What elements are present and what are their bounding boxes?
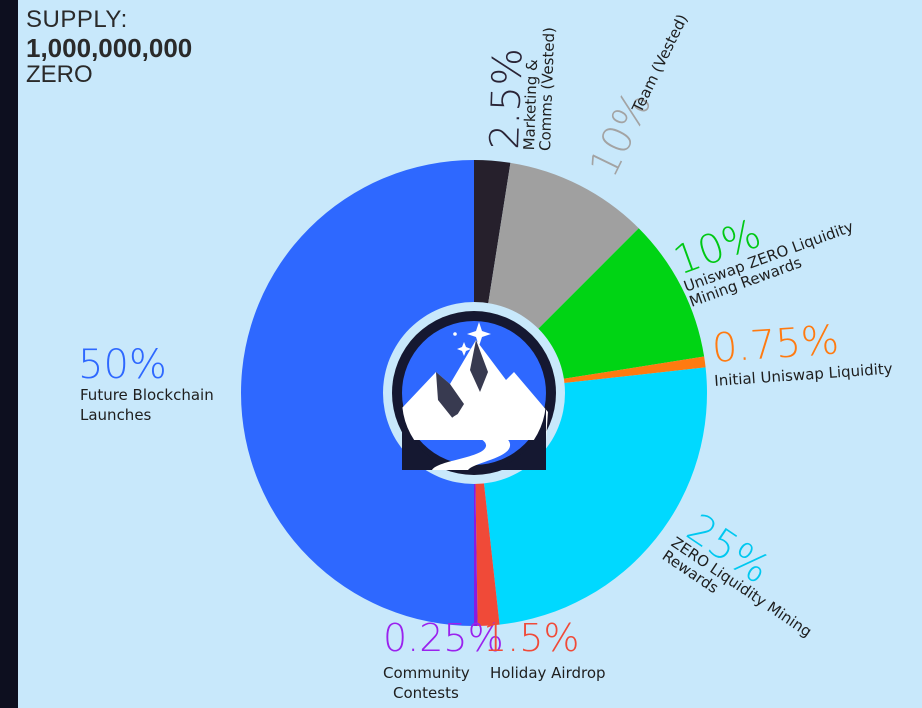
slice-label-airdrop: 1.5% Holiday Airdrop (483, 616, 606, 682)
slice-label-marketing: 2.5% Marketing & Comms (Vested) (482, 27, 558, 151)
slice-label-uniswap-mining: 10% Uniswap ZERO Liquidity Mining Reward… (668, 211, 856, 311)
slice-percent: 0.75% (710, 317, 840, 372)
donut-slices (241, 160, 707, 626)
slice-label-line: Future Blockchain (80, 386, 214, 404)
slice-label-line: Marketing & (520, 59, 541, 151)
slice-label-line: Community (383, 664, 470, 682)
slice-label-future: 50% Future Blockchain Launches (78, 342, 214, 424)
star-small-icon (457, 342, 471, 356)
slice-percent: 2.5% (482, 47, 532, 150)
slice-label-line: Contests (393, 684, 459, 702)
supply-amount: 1,000,000,000 (26, 33, 193, 63)
slice-percent: 0.25% (383, 616, 504, 660)
slice-airdrop (475, 482, 500, 626)
supply-block: SUPPLY: 1,000,000,000 ZERO (26, 8, 192, 87)
supply-token: ZERO (26, 61, 93, 88)
slice-zero-mining (483, 367, 707, 625)
slice-percent: 1.5% (483, 616, 580, 660)
slice-label-zero-mining: 25% ZERO Liquidity Mining Rewards (659, 505, 815, 641)
slice-label-line: Comms (Vested) (536, 27, 558, 151)
slice-future (241, 160, 474, 626)
slice-label-team: 10% Team (Vested) (581, 11, 692, 184)
donut-chart: 2.5% Marketing & Comms (Vested) 10% Team… (78, 11, 893, 702)
slice-label-line: Team (Vested) (628, 11, 691, 116)
slice-label-initial-liquidity: 0.75% Initial Uniswap Liquidity (710, 317, 893, 390)
slice-team (488, 162, 639, 330)
mountain-road-logo-icon (383, 302, 565, 484)
slice-label-line: Launches (80, 406, 152, 424)
mountain-icon (402, 340, 548, 440)
road-icon (432, 392, 514, 470)
supply-heading: SUPPLY: (26, 6, 128, 33)
star-icon (467, 322, 491, 346)
slice-label-community: 0.25% Community Contests (383, 616, 504, 702)
slice-community (474, 482, 478, 626)
slice-marketing (474, 160, 511, 305)
slice-initial-liquidity (562, 356, 706, 384)
slice-uniswap-mining (537, 228, 705, 379)
slice-percent: 50% (78, 342, 167, 388)
chart-panel: SUPPLY: 1,000,000,000 ZERO 2.5% Marketin… (18, 0, 922, 708)
star-dot-icon (453, 332, 457, 336)
slice-label-line: Holiday Airdrop (490, 664, 606, 682)
